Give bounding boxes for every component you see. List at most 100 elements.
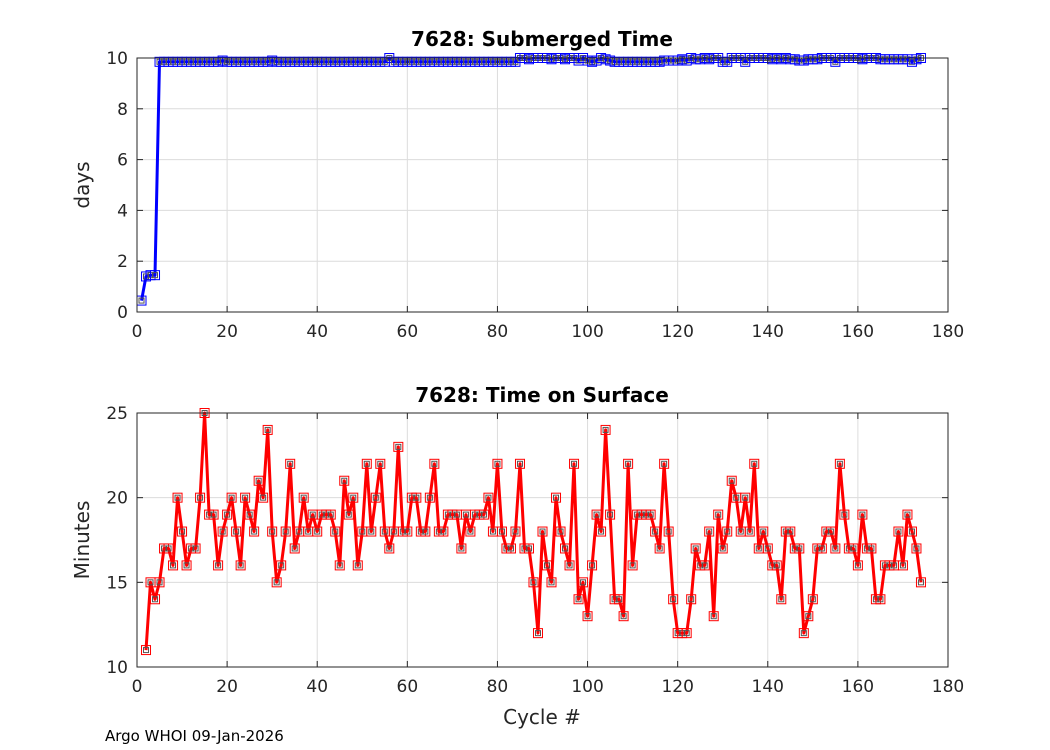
data-point-marker xyxy=(505,543,516,554)
data-point-marker-inner xyxy=(296,528,303,535)
data-point-marker-inner xyxy=(575,596,582,603)
data-point-marker-inner xyxy=(868,545,875,552)
data-point-marker xyxy=(906,526,917,537)
series-line xyxy=(144,411,923,651)
data-point-marker xyxy=(514,458,525,469)
data-point-marker xyxy=(280,526,291,537)
data-point-marker xyxy=(587,560,598,571)
data-point-marker xyxy=(181,560,192,571)
data-point-marker-inner xyxy=(854,562,861,569)
data-point-marker-inner xyxy=(728,477,735,484)
data-point-marker-inner xyxy=(692,545,699,552)
data-point-marker-inner xyxy=(715,511,722,518)
x-tick-label: 60 xyxy=(397,677,419,697)
data-point-marker xyxy=(744,526,755,537)
data-point-marker xyxy=(798,628,809,639)
data-point-marker xyxy=(623,458,634,469)
data-point-marker-inner xyxy=(480,511,487,518)
data-point-marker xyxy=(267,526,278,537)
data-point-marker xyxy=(510,526,521,537)
data-point-marker xyxy=(722,526,733,537)
data-point-marker xyxy=(596,526,607,537)
data-point-marker xyxy=(312,526,323,537)
data-point-marker-inner xyxy=(363,460,370,467)
data-point-marker xyxy=(429,458,440,469)
data-point-marker xyxy=(807,594,818,605)
chart-title-bottom: 7628: Time on Surface xyxy=(415,383,669,407)
data-point-marker xyxy=(911,543,922,554)
data-point-marker-inner xyxy=(462,511,469,518)
data-point-marker-inner xyxy=(183,562,190,569)
data-point-marker-inner xyxy=(165,545,172,552)
data-point-marker xyxy=(325,509,336,520)
data-point-marker xyxy=(659,458,670,469)
data-point-marker-inner xyxy=(332,528,339,535)
data-point-marker xyxy=(893,526,904,537)
data-point-marker-inner xyxy=(656,545,663,552)
data-point-marker xyxy=(150,594,161,605)
x-ticks-bottom: 0 20 40 60 80 100 120 140 160 180 xyxy=(132,413,964,697)
data-point-marker xyxy=(528,577,539,588)
data-point-marker xyxy=(803,611,814,622)
data-point-marker-inner xyxy=(773,562,780,569)
y-ticks-bottom: 10 15 20 25 xyxy=(106,404,948,678)
y-tick-label: 8 xyxy=(117,100,128,120)
data-point-marker-inner xyxy=(796,545,803,552)
data-point-marker xyxy=(591,509,602,520)
x-tick-label: 80 xyxy=(487,322,509,342)
data-point-marker-inner xyxy=(805,613,812,620)
data-point-marker-inner xyxy=(282,528,289,535)
data-point-marker xyxy=(285,458,296,469)
data-point-marker-inner xyxy=(489,528,496,535)
y-axis-label-bottom: Minutes xyxy=(70,501,94,580)
data-point-marker-inner xyxy=(917,579,924,586)
data-point-marker xyxy=(681,628,692,639)
data-point-marker xyxy=(141,645,152,656)
data-point-marker-inner xyxy=(913,545,920,552)
data-point-marker-inner xyxy=(327,511,334,518)
data-point-marker-inner xyxy=(273,579,280,586)
data-point-marker xyxy=(244,509,255,520)
data-point-marker xyxy=(276,560,287,571)
data-point-marker xyxy=(213,560,224,571)
data-point-marker xyxy=(857,509,868,520)
data-point-marker-inner xyxy=(841,511,848,518)
data-point-marker-inner xyxy=(404,528,411,535)
data-point-marker-inner xyxy=(152,596,159,603)
data-point-marker-inner xyxy=(764,545,771,552)
data-point-marker-inner xyxy=(607,511,614,518)
data-point-marker-inner xyxy=(724,528,731,535)
data-point-marker-inner xyxy=(516,460,523,467)
data-point-marker-inner xyxy=(688,596,695,603)
data-point-marker-inner xyxy=(525,545,532,552)
data-point-marker xyxy=(240,492,251,503)
data-point-marker-inner xyxy=(890,562,897,569)
data-point-marker xyxy=(758,526,769,537)
y-tick-label: 2 xyxy=(117,252,128,272)
data-point-marker xyxy=(366,526,377,537)
data-point-marker-inner xyxy=(548,579,555,586)
data-point-marker-inner xyxy=(827,528,834,535)
data-point-marker xyxy=(713,509,724,520)
data-point-marker-inner xyxy=(778,596,785,603)
data-point-marker-inner xyxy=(341,477,348,484)
x-tick-label: 20 xyxy=(216,322,238,342)
data-point-marker-inner xyxy=(661,460,668,467)
data-point-marker xyxy=(546,577,557,588)
x-ticks-top: 0 20 40 60 80 100 120 140 160 180 xyxy=(132,58,964,342)
data-point-marker-inner xyxy=(494,460,501,467)
chart-title-top: 7628: Submerged Time xyxy=(411,27,673,51)
x-tick-label: 40 xyxy=(306,322,328,342)
x-tick-label: 100 xyxy=(571,677,603,697)
data-point-marker-inner xyxy=(170,562,177,569)
data-point-marker xyxy=(492,458,503,469)
data-point-marker xyxy=(438,526,449,537)
data-point-marker-inner xyxy=(152,272,159,279)
data-point-marker-inner xyxy=(877,596,884,603)
data-point-marker-inner xyxy=(287,460,294,467)
data-point-marker xyxy=(663,526,674,537)
data-point-marker-inner xyxy=(431,460,438,467)
data-point-marker-inner xyxy=(156,579,163,586)
data-point-marker xyxy=(195,492,206,503)
data-point-marker xyxy=(708,611,719,622)
